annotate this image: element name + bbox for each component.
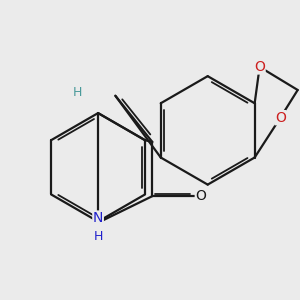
- Text: O: O: [254, 60, 265, 74]
- Text: O: O: [195, 189, 206, 203]
- Text: N: N: [93, 211, 103, 225]
- Text: O: O: [275, 111, 286, 125]
- Text: H: H: [93, 230, 103, 243]
- Text: H: H: [73, 86, 82, 99]
